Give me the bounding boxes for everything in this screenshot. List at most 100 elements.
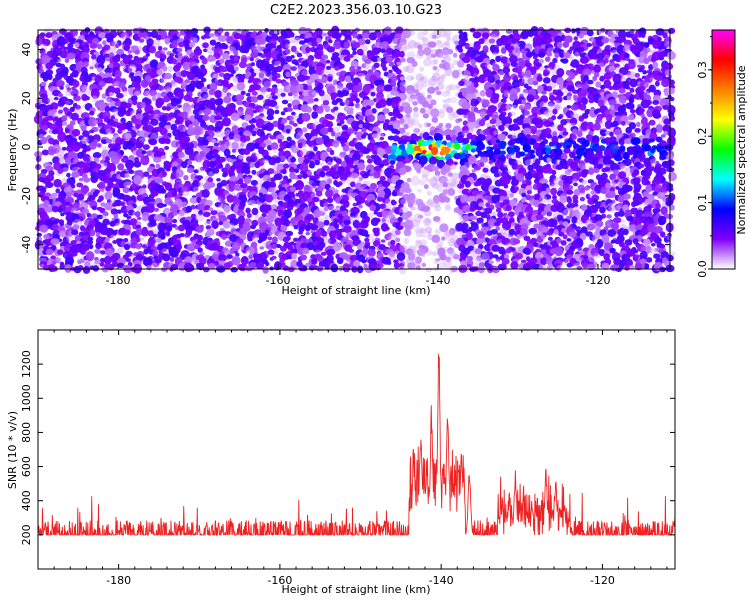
heatmap-cell [274, 105, 280, 110]
heatmap-cell [498, 124, 505, 132]
heatmap-cell [648, 119, 656, 126]
heatmap-cell [624, 57, 631, 62]
heatmap-cell [620, 219, 626, 224]
heatmap-cell [315, 65, 325, 76]
heatmap-cell [274, 217, 283, 227]
heatmap-cell [599, 206, 606, 214]
heatmap-cell [399, 118, 405, 125]
heatmap-cell [384, 26, 392, 36]
heatmap-cell [142, 215, 149, 222]
heatmap-cell [427, 77, 437, 88]
heatmap-cell [92, 152, 102, 159]
heatmap-cell [395, 237, 401, 243]
heatmap-cell [373, 62, 380, 69]
heatmap-cell [165, 231, 171, 237]
heatmap-cell [658, 243, 666, 249]
heatmap-cell [669, 96, 675, 102]
heatmap-cell [157, 45, 163, 52]
heatmap-cell [430, 99, 437, 106]
heatmap-cell [302, 173, 308, 179]
heatmap-cell [101, 139, 108, 145]
heatmap-cell [431, 146, 439, 156]
heatmap-cell [213, 126, 222, 133]
heatmap-cell [514, 47, 521, 53]
heatmap-cell [96, 54, 106, 65]
heatmap-cell [249, 123, 256, 130]
heatmap-cell [289, 186, 296, 192]
heatmap-cell [150, 59, 159, 69]
heatmap-cell [323, 238, 331, 245]
heatmap-cell [538, 58, 544, 64]
heatmap-cell [581, 97, 588, 106]
heatmap-cell [41, 54, 51, 66]
heatmap-cell [174, 119, 180, 125]
heatmap-cell [412, 110, 420, 119]
heatmap-cell [135, 243, 142, 250]
heatmap-cell [566, 238, 572, 242]
heatmap-cell [79, 84, 87, 93]
heatmap-cell [566, 197, 572, 204]
heatmap-cell [222, 87, 229, 92]
heatmap-cell [211, 138, 217, 144]
heatmap-cell [500, 98, 507, 104]
heatmap-cell [584, 186, 590, 191]
heatmap-cell [351, 41, 361, 49]
heatmap-cell [339, 119, 345, 125]
heatmap-cell [660, 134, 666, 138]
heatmap-cell [451, 96, 457, 104]
heatmap-cell [473, 90, 480, 99]
heatmap-cell [296, 52, 303, 58]
heatmap-cell [510, 111, 517, 117]
heatmap-cell [250, 52, 259, 59]
heatmap-cell [153, 156, 162, 163]
heatmap-cell [287, 92, 293, 97]
heatmap-cell [258, 194, 266, 203]
heatmap-cell [112, 240, 118, 244]
heatmap-cell [288, 38, 296, 44]
heatmap-cell [403, 105, 413, 115]
heatmap-cell [134, 49, 140, 55]
heatmap-cell [614, 63, 620, 68]
heatmap-cell [151, 95, 157, 101]
heatmap-cell [643, 238, 651, 246]
heatmap-cell [420, 252, 426, 258]
heatmap-cell [198, 181, 204, 187]
heatmap-cell [651, 56, 657, 63]
heatmap-cell [546, 133, 553, 139]
heatmap-cell [82, 85, 91, 93]
heatmap-cell [191, 34, 200, 43]
heatmap-cell [148, 71, 158, 79]
heatmap-cell [581, 179, 588, 185]
heatmap-cell [371, 133, 378, 139]
heatmap-cell [123, 243, 131, 251]
heatmap-cell [489, 58, 496, 66]
heatmap-cell [548, 61, 556, 70]
heatmap-cell [223, 72, 232, 81]
heatmap-cell [410, 118, 420, 127]
heatmap-cell [588, 98, 595, 104]
heatmap-cell [426, 190, 432, 196]
heatmap-cell [450, 129, 458, 137]
heatmap-cell [652, 39, 660, 49]
heatmap-cell [356, 131, 364, 141]
heatmap-cell [417, 48, 425, 57]
heatmap-cell [293, 225, 299, 230]
heatmap-cell [175, 62, 182, 70]
heatmap-cell [628, 60, 636, 70]
heatmap-cell [397, 216, 403, 223]
heatmap-cell [503, 89, 510, 98]
heatmap-cell [416, 168, 421, 174]
heatmap-cell [398, 167, 407, 175]
heatmap-cell [149, 221, 157, 227]
heatmap-cell [283, 163, 290, 169]
heatmap-cell [491, 46, 500, 55]
heatmap-cell [423, 58, 432, 67]
heatmap-cell [467, 113, 476, 124]
heatmap-cell [217, 97, 224, 106]
heatmap-cell [483, 49, 489, 53]
heatmap-cell [523, 109, 531, 117]
heatmap-cell [524, 172, 533, 181]
heatmap-cell [218, 116, 223, 120]
heatmap-cell [262, 158, 269, 164]
heatmap-cell [131, 95, 138, 102]
